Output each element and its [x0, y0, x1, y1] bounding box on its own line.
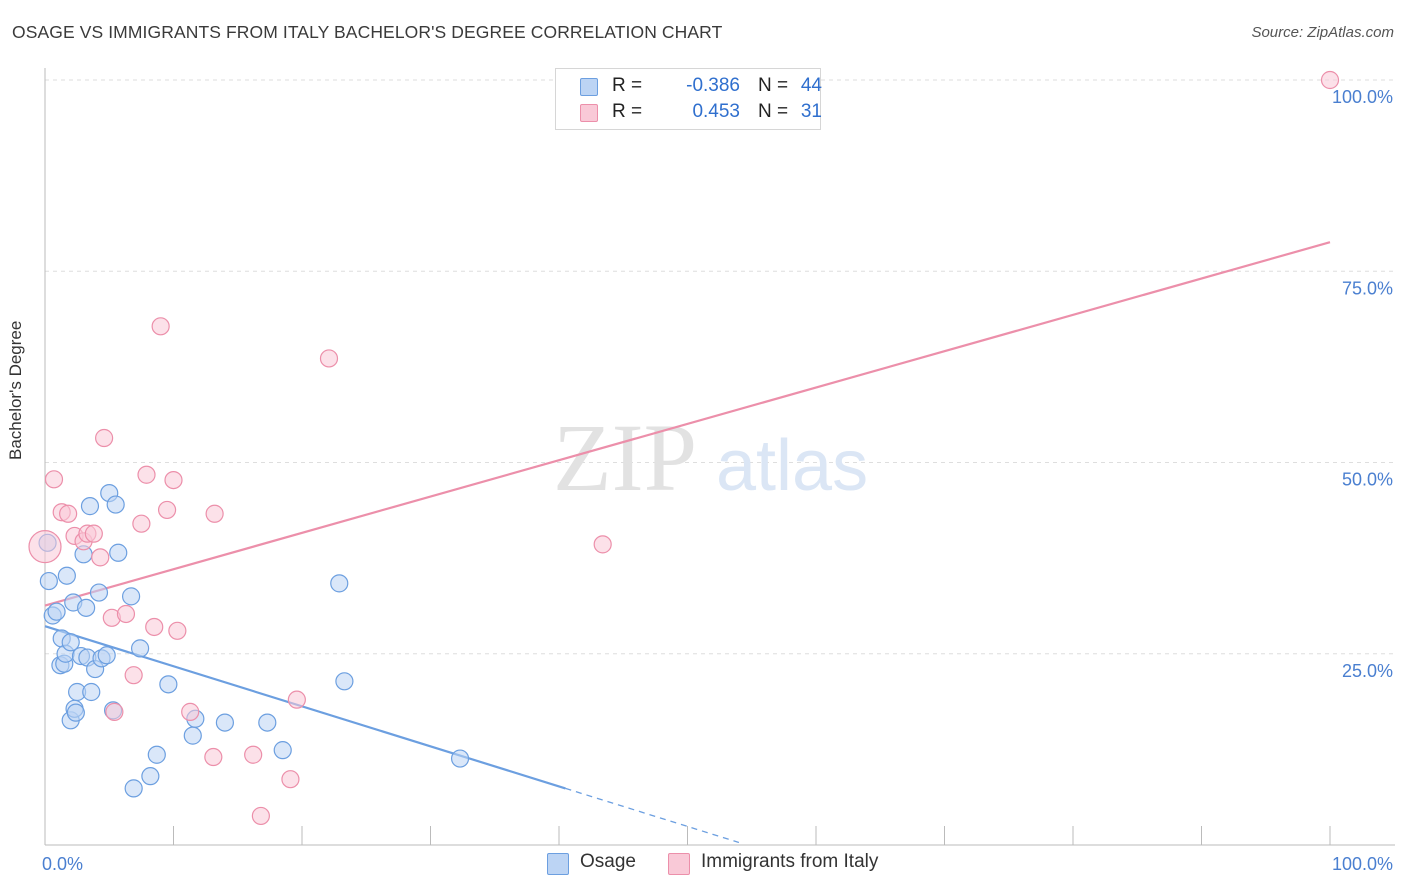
x-tick-label: 0.0% [42, 854, 83, 874]
data-point [251, 806, 270, 826]
axes [44, 68, 1395, 846]
y-tick-label: 100.0% [1332, 87, 1393, 107]
trend-line [44, 625, 566, 790]
source-label: Source: ZipAtlas.com [1251, 24, 1394, 41]
data-point [59, 504, 78, 523]
legend-r-value: -0.386 [686, 75, 740, 96]
legend-n-value: 31 [800, 101, 822, 122]
data-point [95, 428, 114, 448]
trend-line [44, 241, 1331, 607]
stats-legend: R = -0.386 N = 44 R = 0.453 N = 31 [555, 68, 822, 130]
data-point [80, 497, 100, 516]
trend-line-extension [565, 787, 740, 844]
data-point [132, 514, 151, 533]
data-point [61, 633, 80, 652]
legend-n-value: 44 [800, 75, 822, 96]
data-point [258, 713, 277, 732]
legend-n-label: N = [758, 75, 789, 96]
data-point [204, 747, 223, 767]
legend-n-label: N = [758, 101, 789, 122]
data-point [109, 543, 128, 562]
data-point [145, 617, 164, 637]
data-point [147, 745, 166, 764]
data-point [124, 779, 143, 798]
watermark-zip: ZIP [553, 404, 697, 511]
data-point [91, 548, 110, 567]
y-tick-label: 75.0% [1342, 278, 1393, 298]
data-point [335, 672, 354, 691]
data-point [593, 535, 612, 554]
data-point [157, 500, 177, 520]
trend-lines [44, 241, 1331, 844]
data-points [28, 70, 1340, 826]
legend-swatch-italy [580, 104, 598, 122]
data-point [130, 639, 150, 658]
watermark-atlas: atlas [716, 426, 868, 506]
data-point [39, 571, 58, 591]
legend-swatch-osage [580, 78, 598, 96]
legend-r-label: R = [612, 101, 643, 122]
data-point [450, 749, 470, 768]
data-point [66, 703, 85, 722]
data-point [281, 770, 300, 789]
data-point [244, 745, 263, 764]
data-point [82, 682, 101, 702]
data-point [121, 587, 141, 606]
x-tick-label: 100.0% [1332, 854, 1393, 874]
data-point [124, 666, 143, 685]
bottom-swatch-osage [547, 853, 569, 875]
legend-r-value: 0.453 [692, 101, 740, 122]
data-point [106, 495, 125, 514]
data-point [181, 702, 200, 721]
data-point [28, 530, 62, 564]
data-point [1320, 70, 1340, 90]
data-point [141, 767, 160, 786]
bottom-legend-label: Immigrants from Italy [701, 851, 879, 872]
data-point [137, 465, 156, 484]
data-point [97, 646, 116, 665]
data-point [287, 690, 306, 709]
bottom-swatch-italy [668, 853, 690, 875]
y-tick-label: 50.0% [1342, 470, 1393, 490]
tick-labels: 25.0% 50.0% 75.0% 100.0% 0.0% 100.0% [42, 87, 1393, 874]
data-point [151, 317, 170, 336]
y-axis-label: Bachelor's Degree [6, 320, 25, 460]
data-point [77, 598, 96, 617]
data-point [47, 602, 66, 621]
data-point [84, 524, 103, 543]
data-point [273, 741, 292, 760]
data-point [44, 470, 64, 489]
data-point [116, 604, 136, 624]
data-point [330, 574, 349, 593]
y-tick-label: 25.0% [1342, 661, 1393, 681]
data-point [215, 713, 234, 732]
legend-r-label: R = [612, 75, 643, 96]
data-point [168, 621, 187, 640]
data-point [57, 566, 76, 585]
chart-title: OSAGE VS IMMIGRANTS FROM ITALY BACHELOR'… [12, 22, 723, 42]
data-point [159, 675, 178, 694]
data-point [183, 726, 202, 745]
data-point [164, 470, 183, 490]
gridlines [45, 79, 1395, 655]
data-point [105, 702, 124, 721]
bottom-legend-label: Osage [580, 851, 636, 872]
data-point [89, 583, 109, 602]
data-point [319, 349, 339, 368]
data-point [205, 504, 224, 523]
